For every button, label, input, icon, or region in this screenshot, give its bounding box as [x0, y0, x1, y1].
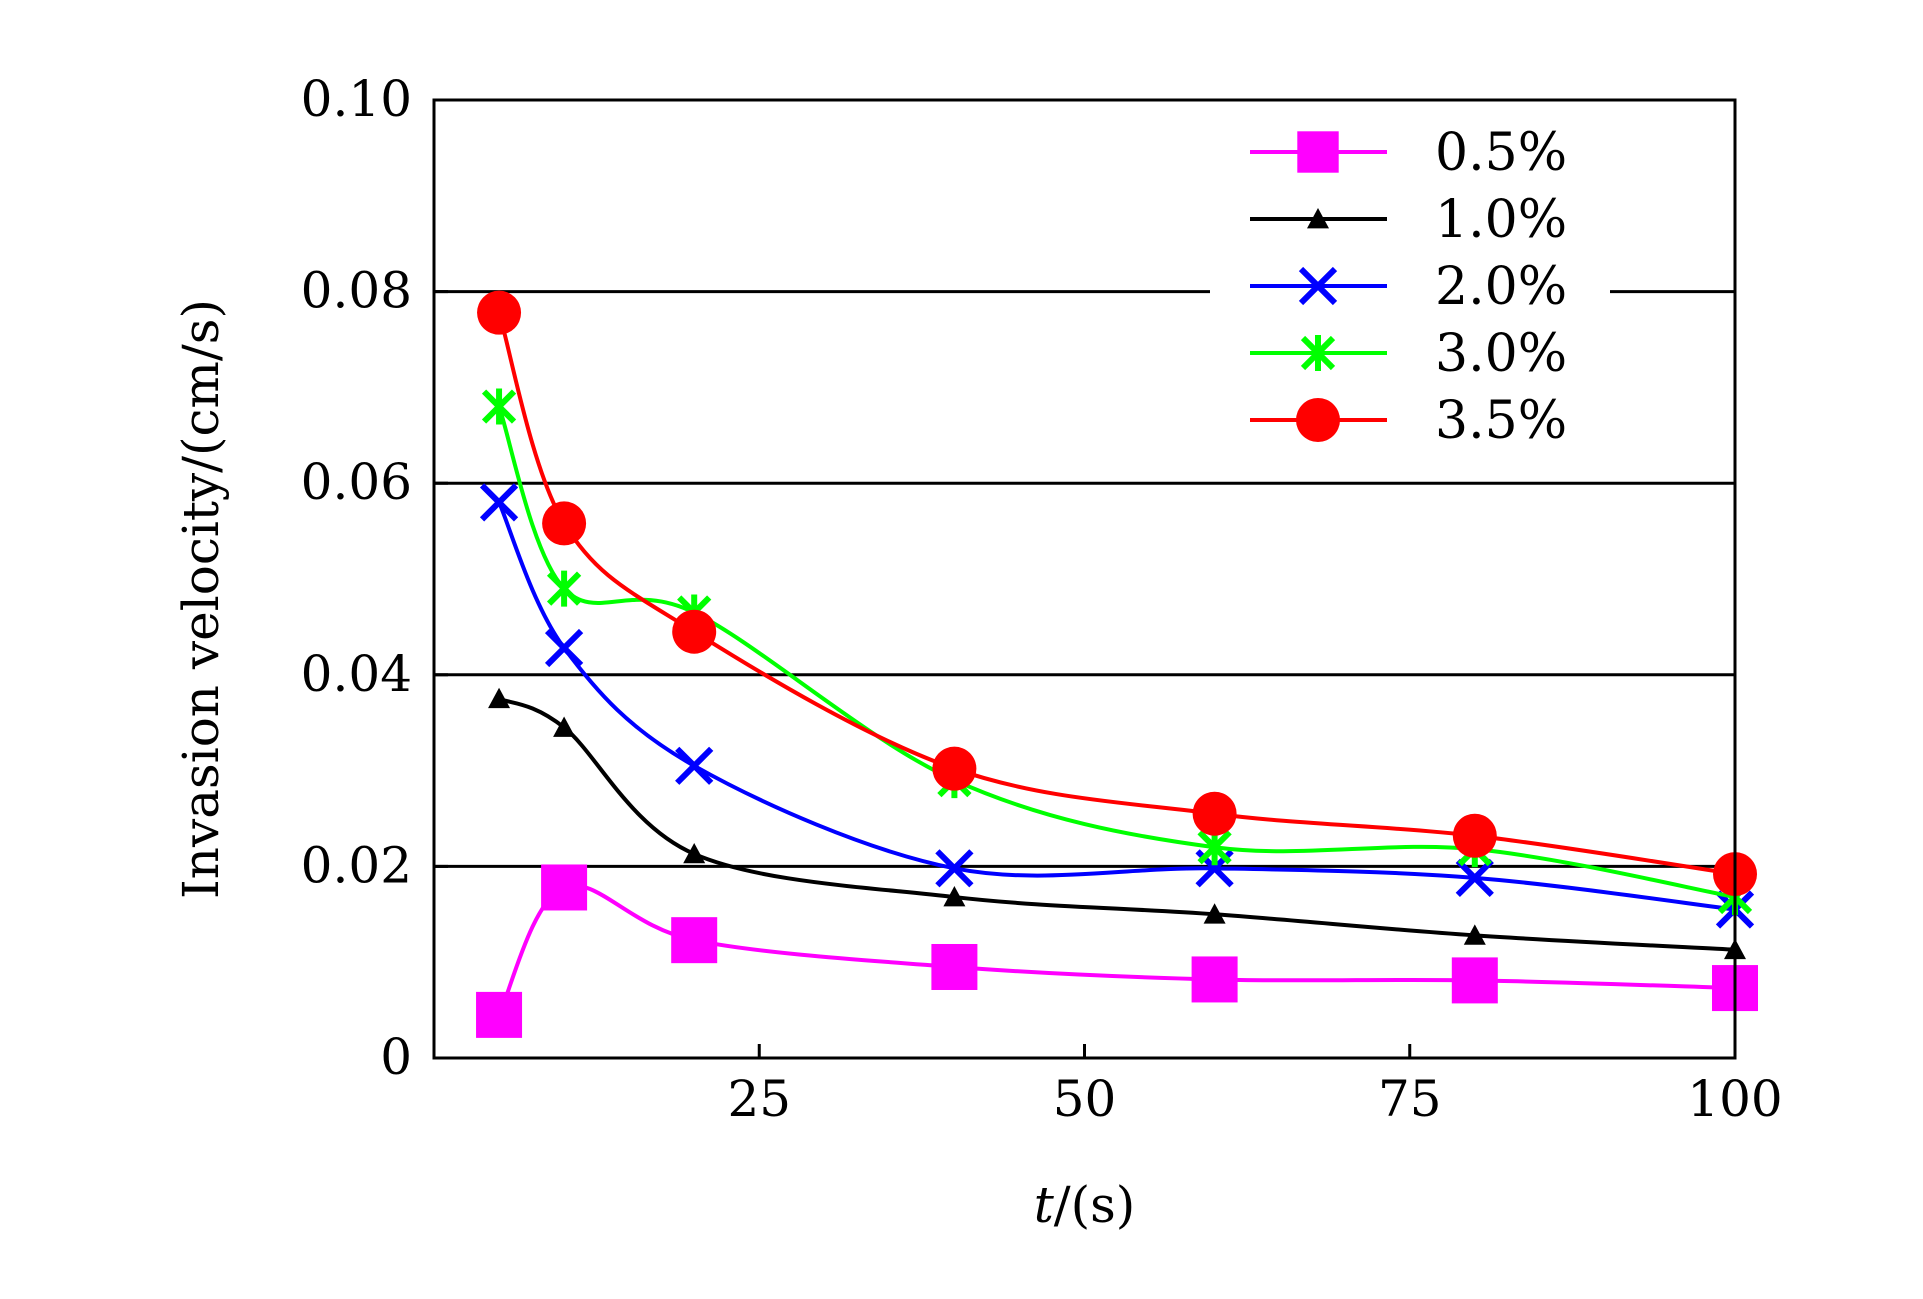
legend-marker-1	[1307, 208, 1329, 229]
series-4-point-1	[542, 501, 587, 546]
series-2-point-2	[675, 746, 714, 785]
series-3-point-0	[481, 388, 517, 425]
series-0-point-3	[931, 943, 978, 990]
series-4-point-0	[477, 290, 522, 335]
legend-marker-0	[1297, 131, 1339, 173]
series-line-1	[498, 696, 1736, 952]
series-0-point-1	[541, 864, 588, 911]
series-group	[476, 290, 1758, 1038]
y-tick-label-3: 0.06	[301, 453, 412, 511]
x-tick-label-0: 25	[727, 1070, 791, 1128]
series-0-point-4	[1191, 956, 1238, 1003]
series-4-point-3	[932, 746, 977, 791]
legend-marker-2	[1298, 266, 1338, 306]
series-3-point-1	[546, 570, 582, 607]
series-0-point-5	[1451, 957, 1498, 1004]
axis-ticks: 0 0.02 0.04 0.06 0.08 0.10 25 50 75 100	[301, 70, 1783, 1128]
series-2-point-1	[544, 628, 584, 668]
legend-label-0: 0.5%	[1435, 123, 1567, 183]
legend: 0.5% 1.0% 2.0% 3.0% 3.5%	[1210, 123, 1610, 451]
series-4-point-4	[1192, 791, 1237, 836]
series-4-point-5	[1452, 813, 1497, 858]
series-4-point-2	[672, 609, 717, 654]
series-line-3	[497, 405, 1736, 900]
legend-label-2: 2.0%	[1435, 257, 1567, 317]
x-tick-label-1: 50	[1053, 1070, 1117, 1128]
x-axis-label-italic: t	[1034, 1176, 1055, 1234]
series-1-point-3	[943, 886, 966, 907]
series-0-point-2	[671, 917, 718, 964]
y-tick-label-5: 0.10	[301, 70, 412, 128]
x-tick-label-3: 100	[1687, 1070, 1782, 1128]
legend-label-3: 3.0%	[1435, 324, 1567, 384]
legend-label-4: 3.5%	[1435, 391, 1567, 451]
series-1-point-2	[683, 842, 706, 864]
series-0-point-0	[476, 991, 523, 1038]
y-tick-label-2: 0.04	[301, 645, 412, 703]
series-1-point-4	[1203, 903, 1226, 924]
series-2-point-3	[935, 849, 974, 888]
series-2-point-5	[1455, 858, 1494, 898]
series-1-point-5	[1463, 924, 1486, 945]
x-tick-label-2: 75	[1378, 1070, 1442, 1128]
y-axis-label: Invasion velocity/(cm/s)	[172, 299, 230, 899]
legend-marker-4	[1296, 398, 1340, 442]
legend-marker-3	[1300, 335, 1336, 371]
series-1-point-1	[553, 716, 576, 737]
series-2-point-0	[479, 483, 519, 522]
y-tick-label-1: 0.02	[301, 836, 412, 894]
legend-label-1: 1.0%	[1435, 190, 1567, 250]
y-tick-label-4: 0.08	[301, 262, 412, 320]
y-tick-label-0: 0	[380, 1028, 412, 1086]
x-axis-label-unit: /(s)	[1054, 1176, 1136, 1234]
x-axis-label: t/(s)	[1034, 1176, 1136, 1234]
series-1-point-0	[488, 687, 511, 709]
